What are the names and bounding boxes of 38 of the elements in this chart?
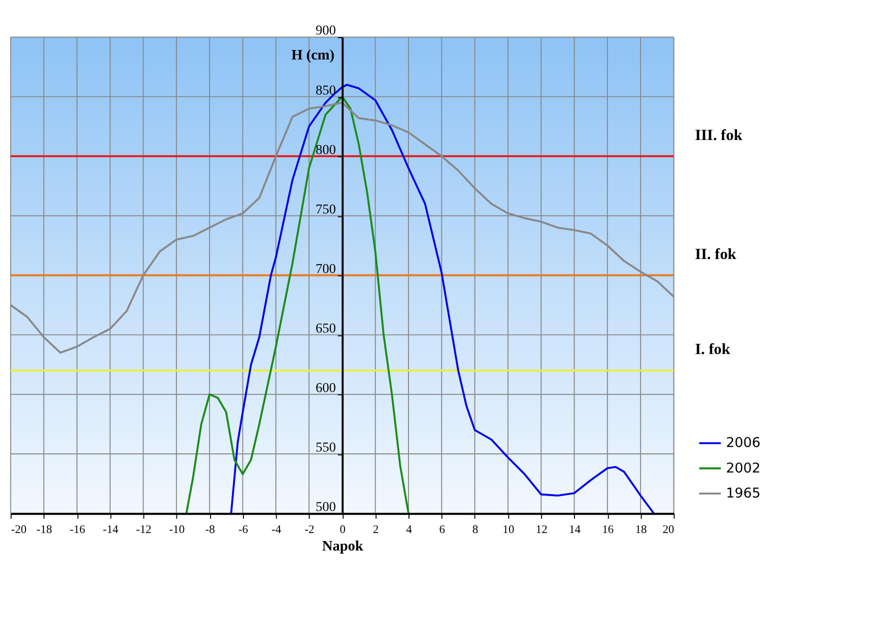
x-tick-label: -4 <box>272 523 282 536</box>
x-tick-label: -18 <box>36 523 52 536</box>
x-tick-label: 12 <box>536 523 548 536</box>
legend-label: 2002 <box>726 460 760 476</box>
x-tick-label: 4 <box>406 523 412 536</box>
ref-line-label: III. fok <box>695 126 743 144</box>
y-tick-label: 700 <box>316 260 336 276</box>
x-tick-label: -6 <box>238 523 248 536</box>
x-tick-label: 2 <box>372 523 379 536</box>
y-tick-label: 800 <box>316 142 336 157</box>
x-tick-label: 18 <box>635 523 648 536</box>
x-tick-label: -12 <box>136 523 152 536</box>
x-axis-title: Napok <box>322 538 364 555</box>
x-tick-label: 10 <box>502 523 514 536</box>
y-tick-label: 550 <box>316 439 336 454</box>
y-tick-label: 900 <box>316 22 336 38</box>
x-tick-label: -10 <box>169 523 185 536</box>
ref-line-label: I. fok <box>695 341 731 358</box>
y-tick-label: 650 <box>316 320 336 336</box>
x-tick-label: 0 <box>340 523 346 536</box>
x-tick-label: -8 <box>205 523 216 536</box>
y-tick-label: 850 <box>316 82 336 98</box>
legend-label: 2006 <box>726 435 760 452</box>
x-tick-label: 8 <box>472 523 478 536</box>
legend-label: 1965 <box>726 485 760 502</box>
ref-line-label: II. fok <box>695 246 737 263</box>
x-tick-label: -2 <box>304 523 315 536</box>
x-tick-label: 16 <box>602 523 614 536</box>
x-tick-label: 20 <box>662 523 674 536</box>
x-tick-label: -14 <box>102 523 119 536</box>
x-tick-label: -16 <box>70 523 86 536</box>
y-tick-label: 600 <box>316 380 336 395</box>
x-tick-label: -20 <box>11 523 27 536</box>
y-axis-title: H (cm) <box>291 47 335 64</box>
y-tick-label: 500 <box>316 498 336 514</box>
x-tick-label: 6 <box>439 523 446 536</box>
x-tick-label: 14 <box>568 523 581 536</box>
y-tick-label: 750 <box>316 201 336 216</box>
